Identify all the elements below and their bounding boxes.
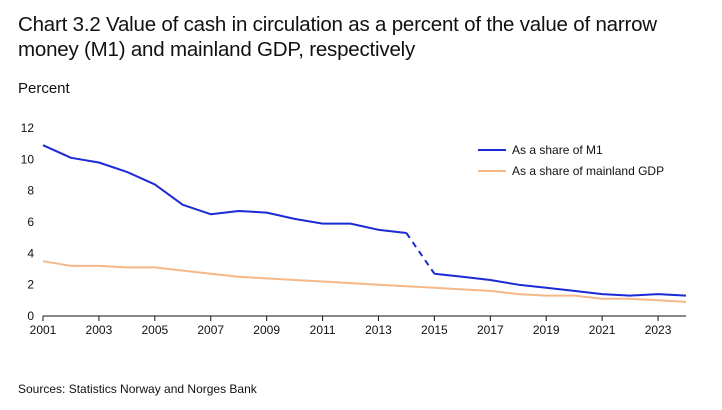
legend: As a share of M1 As a share of mainland G… [478,143,664,178]
series-layer [42,144,687,303]
y-tick-labels: 0 2 4 6 8 10 12 [21,121,35,323]
source-note: Sources: Statistics Norway and Norges Ba… [18,382,257,396]
x-tick-label: 2019 [533,323,560,337]
x-tick-label: 2001 [30,323,57,337]
x-tick-label: 2005 [141,323,168,337]
series-line-m1 [434,272,687,297]
x-tick-label: 2009 [253,323,280,337]
series-line-m1-dashed-break [405,232,436,275]
y-tick-label: 10 [21,152,35,166]
y-tick-label: 4 [27,246,34,260]
x-tick-label: 2015 [421,323,448,337]
y-tick-label: 12 [21,121,35,135]
x-tick-label: 2007 [197,323,224,337]
y-tick-label: 2 [27,278,34,292]
x-tick-label: 2017 [477,323,504,337]
x-tick-label: 2003 [86,323,113,337]
series-line-m1 [42,144,407,234]
x-tick-label: 2021 [589,323,616,337]
series-line-gdp [42,260,687,303]
x-tick-label: 2023 [645,323,672,337]
y-axis-label: Percent [18,80,70,97]
y-tick-label: 8 [27,184,34,198]
x-tick-labels: 2001 2003 2005 2007 2009 2011 2013 2015 2017 2019… [30,316,672,337]
chart-title: Chart 3.2 Value of cash in circulation a… [18,13,657,61]
legend-label: As a share of mainland GDP [512,164,664,178]
x-tick-label: 2013 [365,323,392,337]
legend-label: As a share of M1 [512,143,603,157]
x-tick-label: 2011 [310,323,336,337]
y-tick-label: 0 [27,309,34,323]
y-tick-label: 6 [27,215,34,229]
